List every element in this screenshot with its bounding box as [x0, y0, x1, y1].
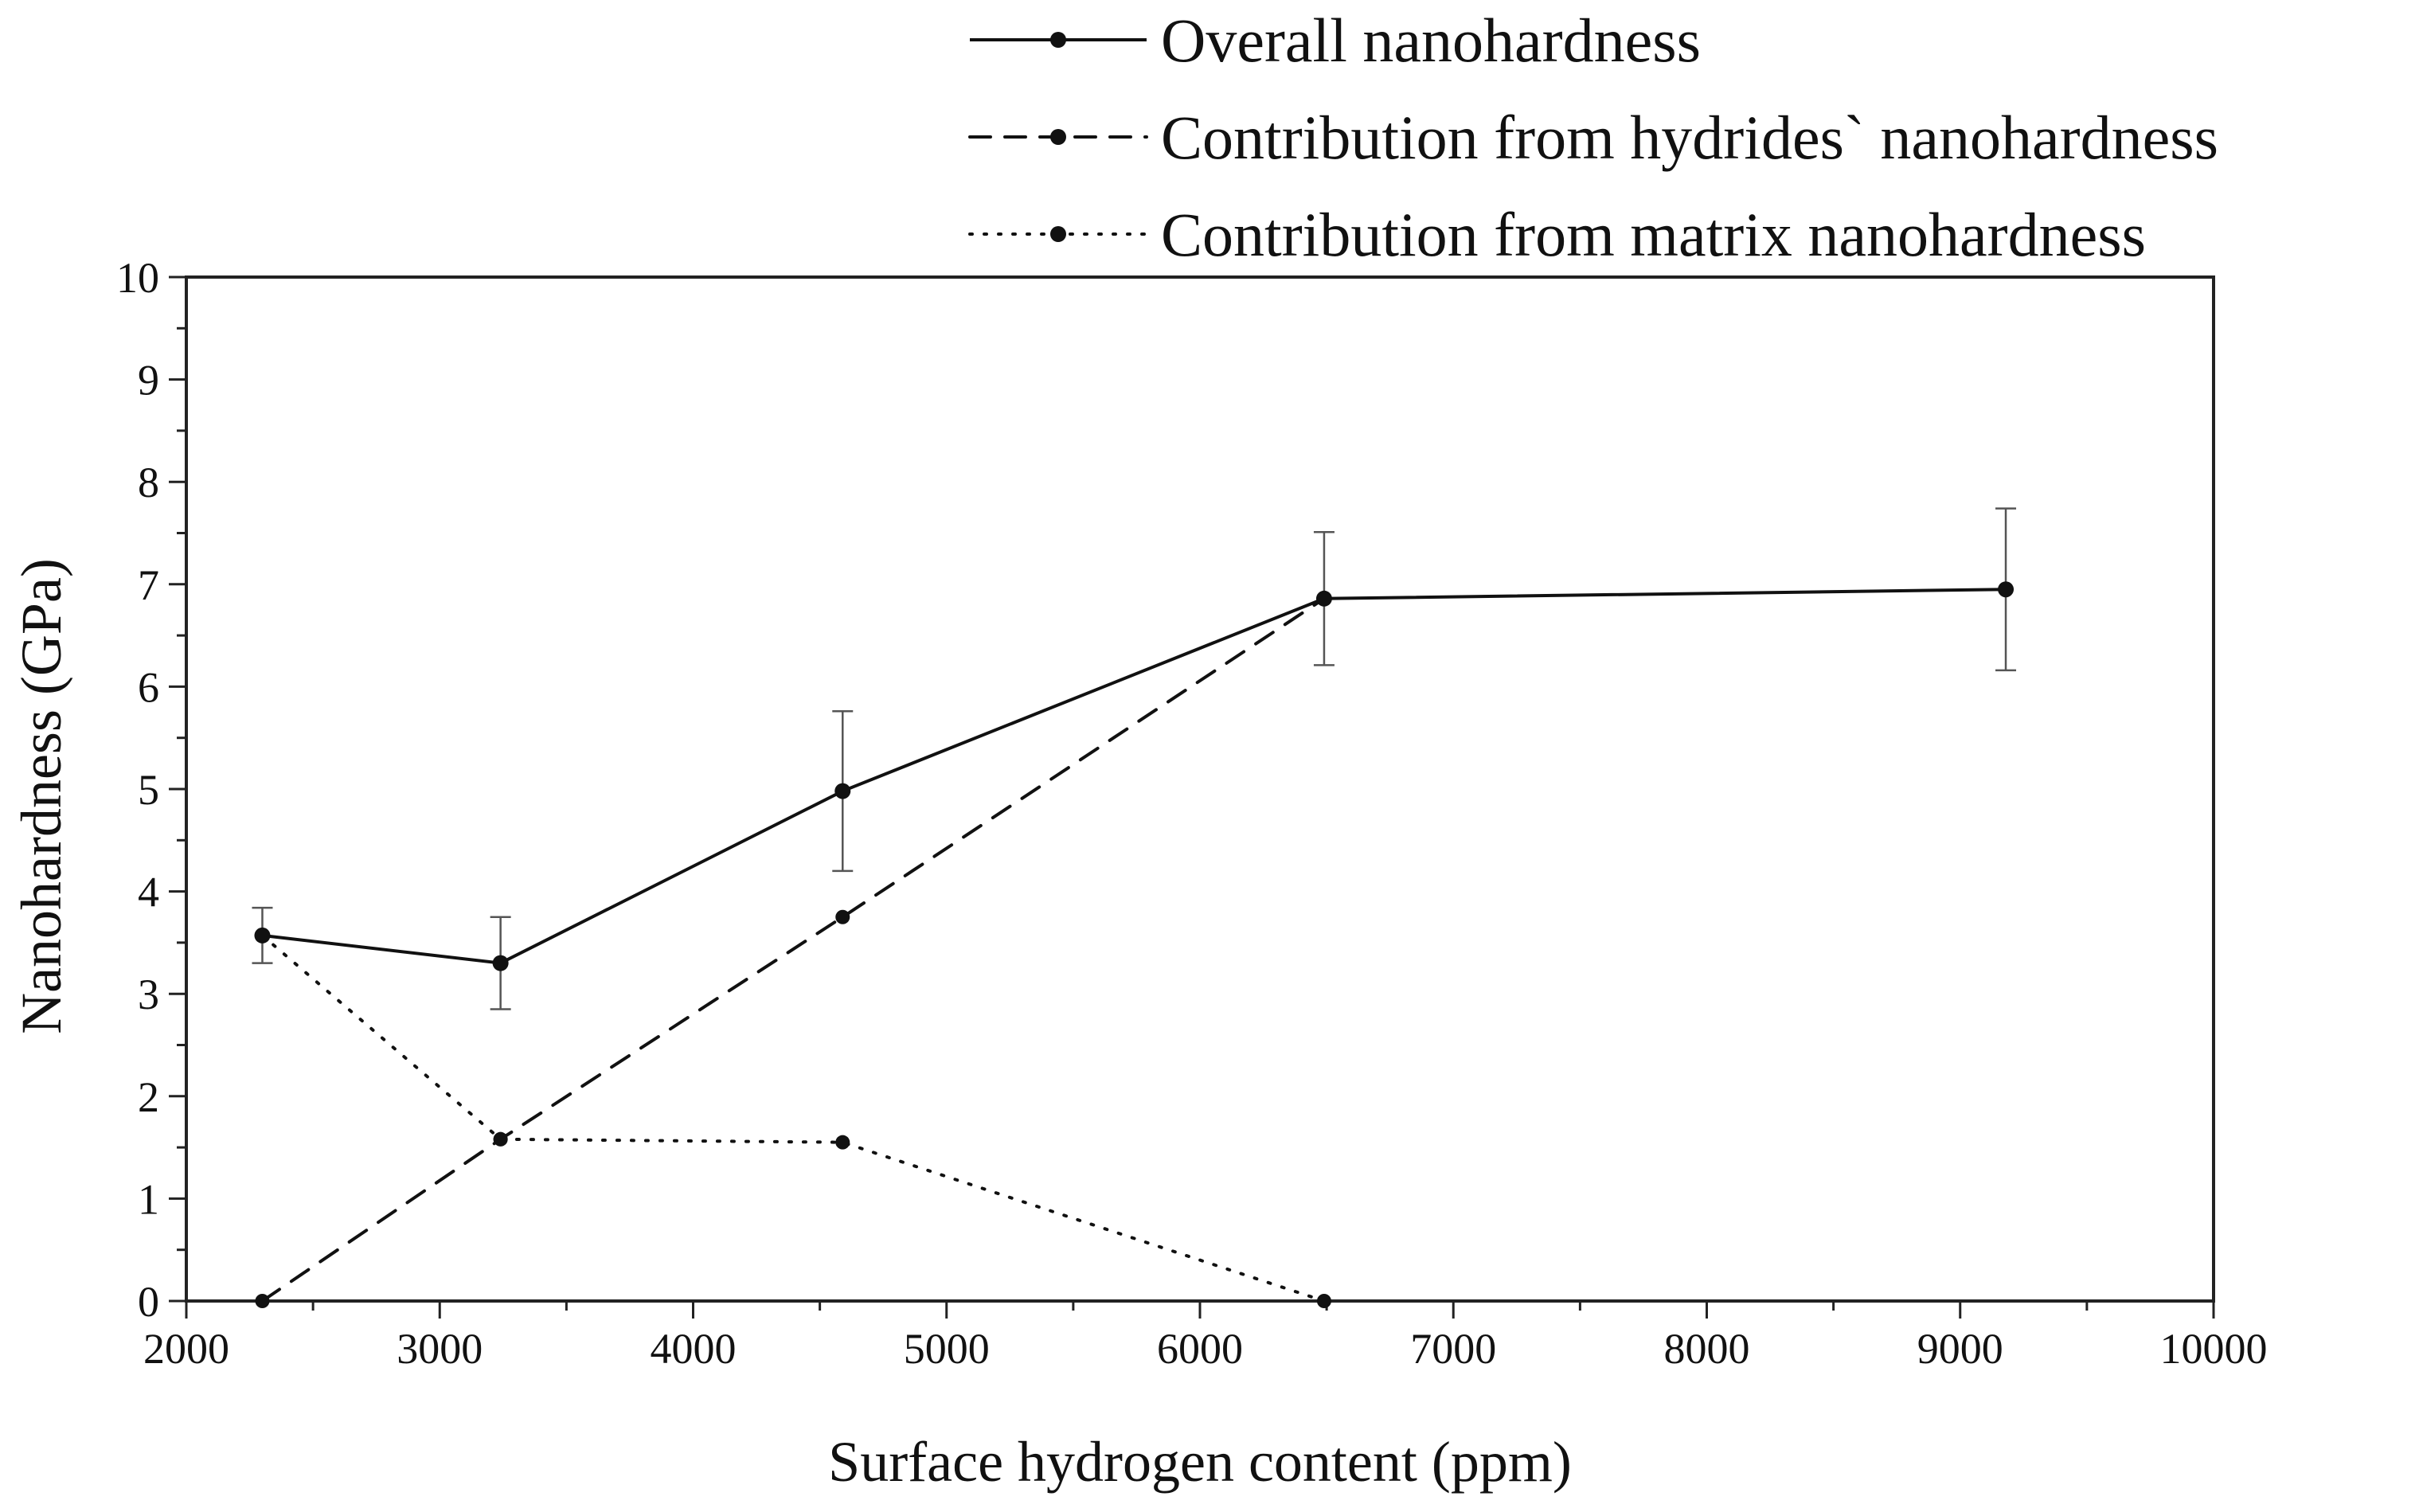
y-tick-label: 9	[138, 357, 159, 404]
x-tick-label: 9000	[1917, 1325, 2003, 1373]
data-point-series-1	[1998, 581, 2015, 598]
x-tick-label: 10000	[2160, 1325, 2268, 1373]
data-point-series-1	[834, 783, 851, 799]
x-tick-label: 6000	[1157, 1325, 1243, 1373]
y-axis-title: Nanohardness (GPa)	[10, 558, 73, 1034]
y-tick-label: 2	[138, 1073, 159, 1121]
y-tick-label: 5	[138, 766, 159, 814]
data-point-series-3	[835, 1135, 850, 1150]
x-tick-label: 2000	[143, 1325, 229, 1373]
y-tick-label: 0	[138, 1278, 159, 1326]
y-tick-label: 6	[138, 663, 159, 711]
x-axis-title: Surface hydrogen content (ppm)	[828, 1430, 1572, 1494]
x-tick-label: 3000	[397, 1325, 483, 1373]
y-tick-label: 8	[138, 459, 159, 506]
y-tick-label: 4	[138, 869, 159, 916]
y-tick-label: 10	[116, 254, 159, 302]
data-point-series-3	[255, 928, 270, 943]
axis-tick-labels: 2000 3000 4000 5000 6000 7000 8000 9000 10000 0 1 2…	[116, 254, 2268, 1373]
data-point-series-3	[493, 1131, 508, 1147]
y-tick-label: 1	[138, 1175, 159, 1223]
legend: Overall nanohardness Contribution from hy…	[968, 6, 2218, 269]
series-line-3	[260, 933, 1326, 1303]
x-tick-label: 5000	[904, 1325, 990, 1373]
y-tick-label: 7	[138, 561, 159, 609]
legend-label-2: Contribution from hydrides` nanohardness	[1161, 103, 2218, 172]
series-line-2	[260, 596, 1326, 1303]
data-point-series-2	[1316, 591, 1331, 606]
y-tick-label: 3	[138, 971, 159, 1018]
legend-marker-3	[1050, 226, 1066, 242]
legend-marker-1	[1050, 32, 1066, 48]
data-point-series-2	[835, 909, 850, 924]
legend-label-3: Contribution from matrix nanohardness	[1161, 200, 2146, 269]
legend-marker-2	[1050, 129, 1066, 145]
data-point-series-2	[255, 1294, 270, 1308]
x-tick-label: 4000	[651, 1325, 737, 1373]
x-tick-label: 8000	[1664, 1325, 1750, 1373]
data-point-series-3	[1316, 1294, 1331, 1308]
data-point-series-1	[492, 955, 509, 971]
x-tick-label: 7000	[1410, 1325, 1496, 1373]
legend-label-1: Overall nanohardness	[1161, 6, 1701, 75]
series-markers	[254, 581, 2015, 1308]
